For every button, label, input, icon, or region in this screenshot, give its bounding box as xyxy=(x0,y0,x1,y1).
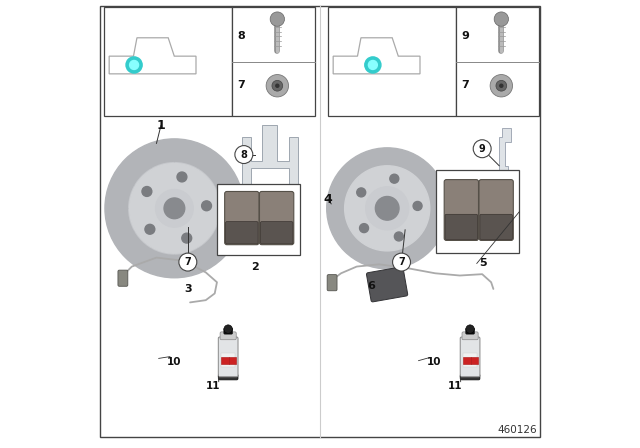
Text: 2: 2 xyxy=(251,262,259,271)
Circle shape xyxy=(270,12,285,26)
Text: 6: 6 xyxy=(367,281,376,291)
Bar xyxy=(456,7,539,116)
Circle shape xyxy=(129,164,219,253)
Text: 7: 7 xyxy=(237,80,245,90)
Circle shape xyxy=(490,74,513,97)
Text: 11: 11 xyxy=(206,381,221,391)
FancyBboxPatch shape xyxy=(460,337,480,377)
Text: 10: 10 xyxy=(427,357,442,367)
Circle shape xyxy=(177,172,187,182)
FancyBboxPatch shape xyxy=(444,180,479,241)
Text: 3: 3 xyxy=(184,284,191,294)
FancyBboxPatch shape xyxy=(259,191,294,245)
Circle shape xyxy=(494,12,509,26)
Circle shape xyxy=(156,190,193,227)
FancyBboxPatch shape xyxy=(118,270,128,286)
Circle shape xyxy=(235,146,253,164)
Bar xyxy=(328,7,456,116)
Circle shape xyxy=(142,186,152,196)
Text: 4: 4 xyxy=(324,193,332,206)
FancyBboxPatch shape xyxy=(260,222,293,244)
FancyBboxPatch shape xyxy=(480,214,513,240)
Polygon shape xyxy=(242,125,298,188)
Circle shape xyxy=(272,80,283,91)
Circle shape xyxy=(360,224,369,233)
FancyBboxPatch shape xyxy=(466,328,474,334)
Bar xyxy=(463,353,477,367)
Bar xyxy=(436,170,520,253)
Circle shape xyxy=(369,60,378,69)
Circle shape xyxy=(130,60,139,69)
Circle shape xyxy=(164,198,185,219)
FancyBboxPatch shape xyxy=(225,222,258,244)
Circle shape xyxy=(145,224,155,234)
Circle shape xyxy=(126,57,142,73)
FancyBboxPatch shape xyxy=(462,332,478,340)
Circle shape xyxy=(413,202,422,211)
Circle shape xyxy=(365,187,409,230)
Circle shape xyxy=(466,325,474,333)
FancyBboxPatch shape xyxy=(218,337,238,377)
Circle shape xyxy=(390,174,399,183)
FancyBboxPatch shape xyxy=(479,180,513,241)
FancyBboxPatch shape xyxy=(220,332,236,340)
Polygon shape xyxy=(499,128,511,172)
FancyBboxPatch shape xyxy=(327,275,337,291)
Circle shape xyxy=(129,163,220,254)
FancyBboxPatch shape xyxy=(463,357,470,364)
Text: 5: 5 xyxy=(479,258,486,268)
Text: 8: 8 xyxy=(237,31,245,41)
Circle shape xyxy=(365,57,381,73)
Bar xyxy=(232,7,315,116)
Circle shape xyxy=(344,166,430,251)
FancyBboxPatch shape xyxy=(460,374,480,380)
Circle shape xyxy=(496,80,507,91)
FancyBboxPatch shape xyxy=(224,328,232,334)
Circle shape xyxy=(182,233,191,243)
Text: 460126: 460126 xyxy=(498,425,538,435)
Circle shape xyxy=(266,74,289,97)
Circle shape xyxy=(202,201,211,211)
FancyBboxPatch shape xyxy=(221,357,228,364)
Circle shape xyxy=(473,140,491,158)
FancyBboxPatch shape xyxy=(470,357,477,364)
Text: 7: 7 xyxy=(184,257,191,267)
Circle shape xyxy=(499,83,504,88)
Circle shape xyxy=(179,253,197,271)
Text: 11: 11 xyxy=(448,381,463,391)
Circle shape xyxy=(376,197,399,220)
Text: 9: 9 xyxy=(461,31,469,41)
Bar xyxy=(104,7,232,116)
FancyBboxPatch shape xyxy=(228,357,236,364)
FancyBboxPatch shape xyxy=(44,264,90,309)
Circle shape xyxy=(326,148,448,269)
Text: 7: 7 xyxy=(461,80,469,90)
Text: 10: 10 xyxy=(167,357,182,367)
FancyBboxPatch shape xyxy=(218,374,238,380)
FancyBboxPatch shape xyxy=(367,267,408,302)
FancyBboxPatch shape xyxy=(445,214,477,240)
FancyBboxPatch shape xyxy=(225,191,259,245)
Text: 8: 8 xyxy=(241,150,247,159)
Text: 7: 7 xyxy=(398,257,405,267)
Circle shape xyxy=(105,139,244,278)
Bar xyxy=(217,184,300,255)
Bar xyxy=(221,353,236,367)
Circle shape xyxy=(356,188,365,197)
Circle shape xyxy=(394,232,403,241)
Text: 1: 1 xyxy=(157,119,165,132)
Circle shape xyxy=(275,83,280,88)
Circle shape xyxy=(392,253,410,271)
Circle shape xyxy=(224,325,232,333)
Text: 9: 9 xyxy=(479,144,486,154)
